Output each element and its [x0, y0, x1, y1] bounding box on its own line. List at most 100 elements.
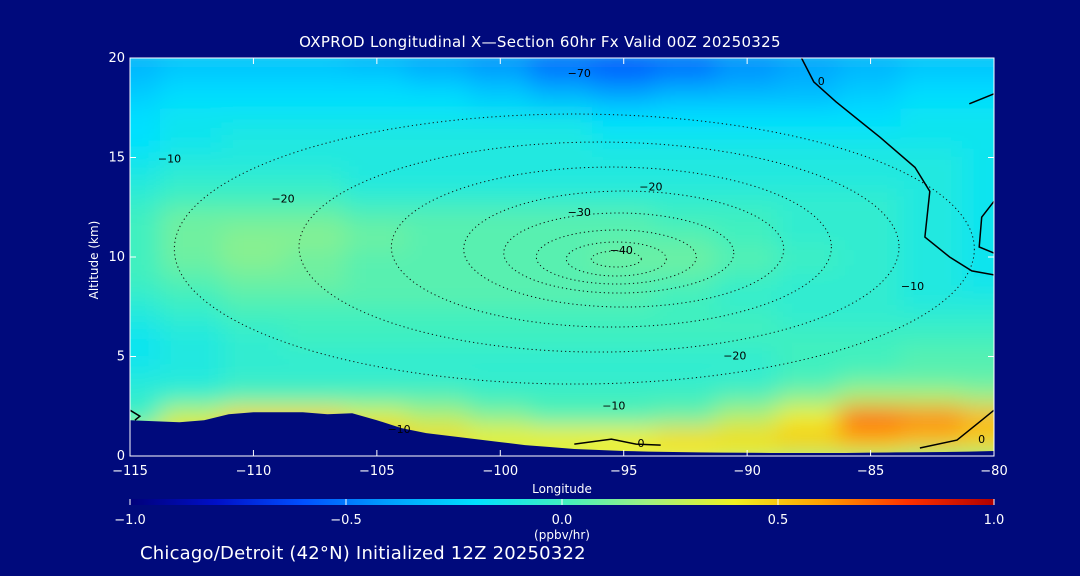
heatmap-cell: [777, 445, 841, 456]
heatmap-cell: [777, 186, 841, 209]
heatmap-cell: [591, 265, 656, 288]
heatmap-cell: [715, 285, 779, 308]
heatmap-cell: [468, 166, 533, 189]
heatmap-cell: [159, 365, 224, 388]
heatmap-cell: [345, 126, 409, 149]
heatmap-cell: [159, 325, 224, 348]
heatmap-cell: [468, 345, 533, 368]
heatmap-cell: [530, 58, 594, 69]
heatmap-cell: [283, 86, 347, 109]
heatmap-cell: [591, 166, 656, 189]
heatmap-cell: [283, 146, 347, 169]
heatmap-cell: [777, 58, 841, 69]
heatmap-cell: [283, 385, 347, 408]
heatmap-cell: [130, 325, 162, 348]
heatmap-cell: [962, 246, 994, 268]
heatmap-cell: [406, 186, 471, 209]
heatmap-cell: [130, 226, 162, 249]
contour-label: −10: [901, 280, 924, 293]
heatmap-cell: [591, 206, 656, 229]
heatmap-cell: [468, 226, 533, 249]
contour-label: 0: [637, 437, 644, 450]
heatmap-cell: [406, 106, 471, 129]
colorbar-tick-label: 1.0: [984, 513, 1005, 528]
colorbar-ticks: −1.0 −0.5 0.0 0.5 1.0: [114, 499, 1004, 528]
heatmap-cell: [715, 385, 779, 408]
heatmap-cell: [715, 365, 779, 388]
x-tick-label: −80: [980, 464, 1007, 479]
y-axis-label: Altitude (km): [87, 220, 101, 300]
colorbar-tick-label: 0.0: [552, 513, 573, 528]
heatmap-cell: [530, 86, 594, 109]
y-tick-label: 20: [108, 51, 125, 66]
heatmap-cell: [406, 305, 471, 328]
heatmap-cell: [221, 345, 286, 368]
heatmap-cell: [900, 226, 965, 249]
heatmap-cell: [653, 285, 718, 308]
heatmap-cell: [283, 365, 347, 388]
heatmap-cell: [345, 265, 409, 288]
heatmap-cell: [653, 166, 718, 189]
heatmap-cell: [838, 305, 903, 328]
heatmap-cell: [130, 146, 162, 169]
heatmap-cell: [159, 206, 224, 229]
heatmap-cell: [530, 226, 594, 249]
heatmap-cell: [777, 345, 841, 368]
heatmap-cell: [715, 305, 779, 328]
heatmap-cell: [838, 166, 903, 189]
heatmap-cell: [221, 166, 286, 189]
heatmap-cell: [283, 226, 347, 249]
heatmap-cell: [530, 146, 594, 169]
heatmap-cell: [221, 325, 286, 348]
heatmap-cell: [962, 285, 994, 308]
heatmap-cell: [591, 325, 656, 348]
heatmap-cell: [653, 58, 718, 69]
heatmap-cell: [345, 345, 409, 368]
heatmap-cell: [406, 66, 471, 89]
contour-line: [173, 113, 975, 385]
heatmap-cell: [159, 58, 224, 69]
contour-label: −40: [610, 244, 633, 257]
heatmap-cell: [221, 66, 286, 89]
heatmap-cell: [777, 106, 841, 129]
heatmap-cell: [345, 106, 409, 129]
heatmap-cell: [130, 86, 162, 109]
heatmap-cell: [715, 126, 779, 149]
contour-line: [535, 229, 697, 285]
heatmap-cell: [468, 405, 533, 428]
heatmap-cell: [777, 385, 841, 408]
heatmap-cell: [591, 305, 656, 328]
heatmap-cell: [838, 265, 903, 288]
zero-contour: [574, 438, 661, 446]
heatmap-cell: [715, 86, 779, 109]
heatmap-cell: [653, 385, 718, 408]
heatmap-cell: [530, 66, 594, 89]
heatmap-cell: [591, 246, 656, 268]
heatmap-cell: [777, 305, 841, 328]
heatmap-cell: [900, 106, 965, 129]
heatmap-cell: [962, 325, 994, 348]
heatmap-cell: [159, 166, 224, 189]
heatmap-cell: [283, 305, 347, 328]
heatmap-cell: [653, 66, 718, 89]
contour-label: −10: [387, 423, 410, 436]
x-tick-label: −90: [733, 464, 760, 479]
heatmap-cell: [777, 325, 841, 348]
heatmap-cell: [468, 66, 533, 89]
heatmap-cell: [468, 106, 533, 129]
heatmap-cell: [530, 186, 594, 209]
heatmap-cell: [159, 66, 224, 89]
heatmap-cell: [530, 385, 594, 408]
heatmap-cell: [653, 86, 718, 109]
heatmap-cell: [653, 265, 718, 288]
heatmap-cell: [838, 345, 903, 368]
heatmap-cell: [345, 206, 409, 229]
heatmap-cell: [900, 345, 965, 368]
heatmap-cell: [283, 166, 347, 189]
heatmap-cell: [130, 305, 162, 328]
heatmap-cell: [962, 365, 994, 388]
heatmap-cell: [130, 66, 162, 89]
heatmap-cell: [715, 325, 779, 348]
